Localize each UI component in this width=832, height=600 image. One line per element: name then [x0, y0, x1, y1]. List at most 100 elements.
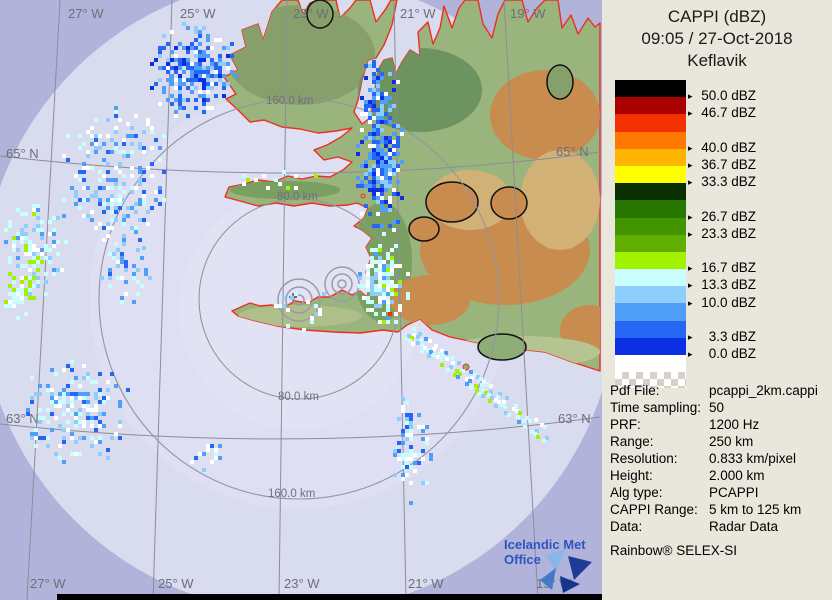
echo-cluster-8 [358, 232, 410, 324]
tick-arrow-icon: ▸ [688, 211, 693, 222]
meta-value: 1200 Hz [709, 417, 760, 432]
echo-cluster-13 [404, 327, 549, 443]
tick-arrow-icon: ▸ [688, 297, 693, 308]
echo-cluster-4 [26, 360, 130, 464]
ring-label-80-0-km: 80.0 km [278, 391, 319, 403]
tick-arrow-icon: ▸ [688, 160, 693, 170]
product-title-block: CAPPI (dBZ) 09:05 / 27-Oct-2018 Keflavik [602, 6, 832, 72]
meta-label: Alg type: [610, 485, 663, 500]
meta-row-data: Data: Radar Data [610, 518, 828, 535]
legend-label-13-3: ▸ 13.3 dBZ [688, 277, 757, 293]
meta-row-pdf-file: Pdf File: pcappi_2km.cappi [610, 382, 828, 399]
radar-site-name: Keflavik [687, 51, 747, 70]
legend-label-26-7: ▸ 26.7 dBZ [688, 208, 757, 224]
legend-band-14 [615, 320, 686, 338]
meta-value: Radar Data [709, 519, 779, 534]
radar-map-svg: 160.0 km 80.0 km 80.0 km 160.0 km 27° W 25° … [0, 0, 602, 600]
grid-label-top-19-w: 19° W [510, 6, 546, 21]
meta-label: PRF: [610, 417, 641, 432]
grid-label-left-65-n: 65° N [6, 146, 39, 161]
meta-label: Height: [610, 468, 653, 483]
meta-label: Pdf File: [610, 383, 660, 398]
precipitation-echoes [4, 22, 549, 505]
legend-band-11 [615, 269, 686, 287]
legend-band-15 [615, 337, 686, 355]
bottom-edge-bar [57, 594, 602, 600]
legend-band-9 [615, 234, 686, 252]
legend-band-16 [615, 355, 686, 373]
echo-cluster-11 [274, 292, 326, 332]
info-panel: CAPPI (dBZ) 09:05 / 27-Oct-2018 Keflavik… [602, 0, 832, 600]
legend-band-12 [615, 286, 686, 304]
legend-band-8 [615, 217, 686, 235]
glacier-outlines [306, 0, 574, 361]
meta-row-height: Height: 2.000 km [610, 467, 828, 484]
meta-value: pcappi_2km.cappi [709, 383, 818, 398]
grid-label-left-63-n: 63° N [6, 411, 39, 426]
reflectivity-colorbar [615, 80, 686, 373]
meta-value: 250 km [709, 434, 754, 449]
legend-band-10 [615, 251, 686, 270]
echo-cluster-7 [356, 96, 404, 232]
legend-band-13 [615, 303, 686, 321]
radar-map-canvas: 160.0 km 80.0 km 80.0 km 160.0 km 27° W 25° … [0, 0, 602, 600]
meta-value: PCAPPI [709, 485, 759, 500]
software-branding: Rainbow® SELEX-SI [610, 543, 738, 558]
legend-band-7 [615, 200, 686, 218]
legend-band-0 [615, 80, 686, 98]
meta-row-range: Range: 250 km [610, 433, 828, 450]
meta-label: CAPPI Range: [610, 502, 698, 517]
grid-label-right-65-n: 65° N [556, 144, 589, 159]
grid-label-top-23-w: 23° W [293, 6, 329, 21]
tick-arrow-icon: ▸ [688, 332, 693, 342]
coordinate-labels: 27° W 25° W 23° W 21° W 19° W 27° W 25° W 23° W… [6, 6, 591, 591]
product-metadata: Pdf File: pcappi_2km.cappi Time sampling: 5… [610, 382, 828, 535]
tick-arrow-icon: ▸ [688, 142, 693, 153]
tick-arrow-icon: ▸ [688, 280, 693, 291]
grid-label-bottom-27-w: 27° W [30, 576, 66, 591]
legend-label-23-3: ▸ 23.3 dBZ [688, 225, 757, 241]
ring-label-80-0-km: 80.0 km [277, 191, 318, 203]
legend-label-16-7: ▸ 16.7 dBZ [688, 260, 757, 276]
meta-row-resolution: Resolution: 0.833 km/pixel [610, 450, 828, 467]
ring-label-160-0-km: 160.0 km [268, 488, 315, 500]
echo-cluster-6 [360, 60, 400, 128]
echo-cluster-3 [100, 248, 152, 304]
legend-label-33-3: ▸ 33.3 dBZ [688, 174, 757, 190]
transparency-checker [615, 372, 686, 388]
tick-arrow-icon: ▸ [688, 228, 693, 239]
meta-row-prf: PRF: 1200 Hz [610, 416, 828, 433]
logo-text-line1: Icelandic Met [504, 537, 586, 552]
range-rings [98, 98, 500, 500]
grid-label-bottom-21-w: 21° W [408, 576, 444, 591]
echo-cluster-1 [62, 106, 166, 250]
legend-band-2 [615, 114, 686, 132]
echo-cluster-12 [190, 444, 222, 472]
range-ring-labels: 160.0 km 80.0 km 80.0 km 160.0 km [266, 95, 319, 500]
grid-label-bottom-25-w: 25° W [158, 576, 194, 591]
meta-value: 50 [709, 400, 725, 415]
grid-label-top-27-w: 27° W [68, 6, 104, 21]
grid-label-top-25-w: 25° W [180, 6, 216, 21]
legend-label-46-7: ▸ 46.7 dBZ [688, 105, 757, 121]
grid-label-right-63-n: 63° N [558, 411, 591, 426]
product-type: CAPPI (dBZ) [667, 7, 767, 26]
meta-row-cappi-range: CAPPI Range: 5 km to 125 km [610, 501, 828, 518]
tick-arrow-icon: ▸ [688, 263, 693, 274]
legend-band-5 [615, 165, 686, 184]
met-office-logo: Icelandic Met Office [504, 537, 592, 593]
legend-label-40-0: ▸ 40.0 dBZ [688, 139, 757, 155]
legend-label-50-0: ▸ 50.0 dBZ [688, 88, 757, 104]
tick-arrow-icon: ▸ [688, 349, 693, 360]
legend-band-3 [615, 131, 686, 149]
tick-arrow-icon: ▸ [688, 91, 693, 102]
echo-cluster-0 [150, 22, 238, 118]
tick-arrow-icon: ▸ [688, 108, 693, 119]
meta-value: 0.833 km/pixel [709, 451, 797, 466]
legend-label-3-3: ▸ 3.3 dBZ [688, 329, 757, 344]
tick-arrow-icon: ▸ [688, 177, 693, 188]
logo-text-line2: Office [504, 552, 541, 567]
meta-label: Data: [610, 519, 643, 534]
meta-row-alg-type: Alg type: PCAPPI [610, 484, 828, 501]
